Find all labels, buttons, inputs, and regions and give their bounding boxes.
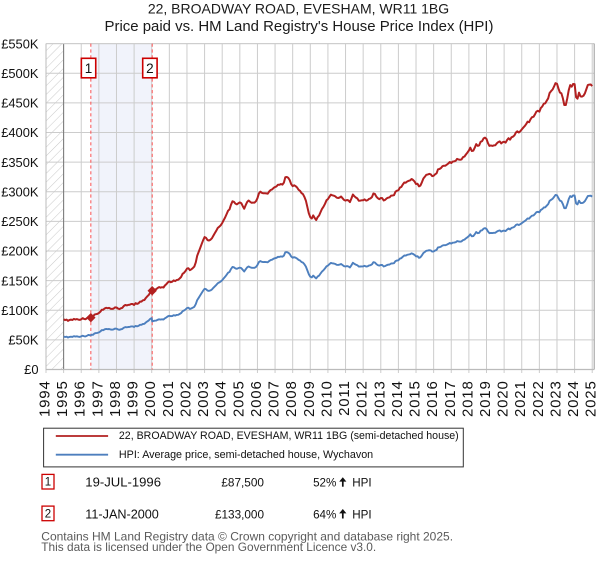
svg-text:2: 2 <box>45 508 51 520</box>
svg-text:2003: 2003 <box>195 380 212 417</box>
svg-text:Price paid vs. HM Land Registr: Price paid vs. HM Land Registry's House … <box>105 18 494 35</box>
svg-text:52%: 52% <box>313 477 336 490</box>
svg-text:2004: 2004 <box>213 380 230 417</box>
svg-text:2019: 2019 <box>477 380 494 417</box>
svg-text:2001: 2001 <box>160 380 177 417</box>
svg-text:11-JAN-2000: 11-JAN-2000 <box>85 507 159 521</box>
svg-text:1: 1 <box>45 477 51 489</box>
svg-text:£250K: £250K <box>1 214 39 229</box>
svg-text:£150K: £150K <box>1 273 39 288</box>
svg-text:2005: 2005 <box>230 380 247 417</box>
svg-text:£450K: £450K <box>1 96 39 111</box>
svg-text:2010: 2010 <box>318 380 335 417</box>
svg-text:£550K: £550K <box>1 36 39 51</box>
svg-text:1994: 1994 <box>37 380 54 417</box>
svg-text:£87,500: £87,500 <box>221 476 264 490</box>
svg-text:2000: 2000 <box>142 380 159 417</box>
svg-text:2022: 2022 <box>530 380 547 417</box>
svg-text:£500K: £500K <box>1 66 39 81</box>
svg-text:1998: 1998 <box>107 380 124 417</box>
svg-text:1997: 1997 <box>89 380 106 417</box>
svg-text:2024: 2024 <box>565 380 582 417</box>
svg-text:£50K: £50K <box>8 333 39 348</box>
svg-text:2020: 2020 <box>495 380 512 417</box>
svg-text:2018: 2018 <box>459 380 476 417</box>
svg-text:19-JUL-1996: 19-JUL-1996 <box>85 475 161 490</box>
svg-text:2013: 2013 <box>371 380 388 417</box>
svg-text:HPI: Average price, semi-detac: HPI: Average price, semi-detached house,… <box>119 449 373 461</box>
svg-text:2006: 2006 <box>248 380 265 417</box>
svg-text:£100K: £100K <box>1 303 39 318</box>
svg-text:This data is licensed under th: This data is licensed under the Open Gov… <box>41 540 376 554</box>
svg-text:2008: 2008 <box>283 380 300 417</box>
svg-text:£350K: £350K <box>1 155 39 170</box>
svg-text:2017: 2017 <box>442 380 459 417</box>
svg-text:£300K: £300K <box>1 184 39 199</box>
svg-text:1999: 1999 <box>125 380 142 417</box>
svg-text:1995: 1995 <box>54 380 71 417</box>
svg-text:HPI: HPI <box>352 477 371 490</box>
svg-text:2007: 2007 <box>266 380 283 417</box>
svg-text:1996: 1996 <box>72 380 89 417</box>
svg-text:22, BROADWAY ROAD, EVESHAM, WR: 22, BROADWAY ROAD, EVESHAM, WR11 1BG <box>148 0 449 16</box>
svg-text:£400K: £400K <box>1 125 39 140</box>
svg-text:Contains HM Land Registry data: Contains HM Land Registry data © Crown c… <box>41 529 453 543</box>
svg-text:2012: 2012 <box>354 380 371 417</box>
svg-text:2021: 2021 <box>512 380 529 417</box>
svg-text:2011: 2011 <box>336 380 353 415</box>
svg-text:£0: £0 <box>24 362 38 377</box>
svg-text:22, BROADWAY ROAD, EVESHAM, WR: 22, BROADWAY ROAD, EVESHAM, WR11 1BG (se… <box>119 430 459 442</box>
svg-text:2009: 2009 <box>301 380 318 417</box>
svg-text:2002: 2002 <box>177 380 194 417</box>
svg-text:2015: 2015 <box>407 380 424 417</box>
svg-text:2: 2 <box>146 61 154 76</box>
svg-text:64%: 64% <box>313 508 336 521</box>
svg-text:£200K: £200K <box>1 244 39 259</box>
svg-text:2023: 2023 <box>547 380 564 417</box>
svg-text:£133,000: £133,000 <box>215 508 264 521</box>
svg-text:1: 1 <box>85 61 93 76</box>
svg-text:HPI: HPI <box>352 508 371 521</box>
svg-text:2014: 2014 <box>389 380 406 417</box>
svg-text:2016: 2016 <box>424 380 441 417</box>
svg-text:2025: 2025 <box>583 380 600 417</box>
